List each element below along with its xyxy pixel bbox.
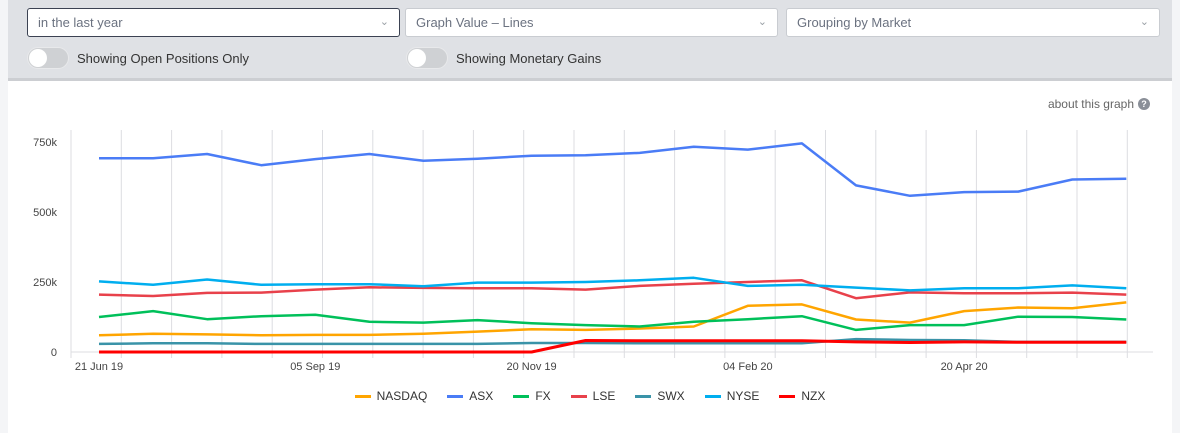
about-graph-link[interactable]: about this graph? [1048, 97, 1150, 111]
legend-item-nasdaq[interactable]: NASDAQ [354, 389, 428, 403]
graph-value-select[interactable]: Graph Value – Lines ⌄ [405, 8, 778, 37]
x-tick-label: 20 Apr 20 [941, 361, 988, 373]
chevron-down-icon: ⌄ [1139, 16, 1149, 28]
y-tick-label: 750k [33, 137, 57, 149]
graph-value-value: Graph Value – Lines [416, 15, 534, 30]
monetary-gains-toggle[interactable]: Showing Monetary Gains [406, 47, 601, 69]
legend-item-asx[interactable]: ASX [447, 389, 493, 403]
x-tick-label: 21 Jun 19 [75, 361, 123, 373]
chart-legend: NASDAQ ASX FX LSE SWX NYSE NZX [0, 389, 1180, 403]
y-tick-label: 250k [33, 277, 57, 289]
period-select[interactable]: in the last year ⌄ [27, 8, 400, 37]
chart-card [8, 81, 1172, 433]
open-positions-toggle[interactable]: Showing Open Positions Only [27, 47, 249, 69]
x-tick-label: 05 Sep 19 [290, 361, 340, 373]
x-tick-label: 04 Feb 20 [723, 361, 773, 373]
grouping-value: Grouping by Market [797, 15, 912, 30]
about-graph-label: about this graph [1047, 97, 1134, 111]
x-tick-label: 20 Nov 19 [506, 361, 556, 373]
legend-item-lse[interactable]: LSE [570, 389, 616, 403]
legend-item-swx[interactable]: SWX [635, 389, 685, 403]
legend-label: NASDAQ [376, 389, 428, 403]
legend-swatch [354, 394, 371, 398]
legend-label: LSE [592, 389, 616, 403]
y-tick-label: 0 [51, 347, 57, 359]
legend-label: NYSE [726, 389, 760, 403]
series-line-nyse [98, 276, 1127, 292]
toggle-label: Showing Open Positions Only [77, 50, 249, 66]
legend-swatch [570, 394, 587, 398]
legend-item-nyse[interactable]: NYSE [704, 389, 760, 403]
legend-swatch [513, 394, 530, 398]
legend-swatch [635, 394, 652, 398]
legend-swatch [447, 394, 464, 398]
legend-label: SWX [657, 389, 685, 403]
toggle-knob [29, 49, 47, 67]
chevron-down-icon: ⌄ [757, 16, 767, 28]
legend-swatch [704, 394, 721, 398]
series-line-nasdaq [98, 301, 1127, 337]
legend-label: FX [535, 389, 551, 403]
legend-label: NZX [801, 389, 826, 403]
series-line-asx [99, 142, 1127, 198]
series-line-nzx [99, 339, 1127, 354]
toggle-knob [408, 49, 426, 67]
series-line-lse [98, 279, 1127, 300]
legend-item-nzx[interactable]: NZX [779, 389, 825, 403]
period-value: in the last year [38, 15, 123, 30]
grouping-select[interactable]: Grouping by Market ⌄ [786, 8, 1160, 37]
chevron-down-icon: ⌄ [379, 16, 389, 28]
series-line-fx [98, 309, 1127, 332]
legend-item-fx[interactable]: FX [513, 389, 551, 403]
legend-swatch [779, 394, 796, 398]
help-icon: ? [1138, 98, 1150, 110]
series-line-swx [98, 337, 1127, 346]
y-tick-label: 500k [33, 207, 57, 219]
legend-label: ASX [469, 389, 494, 403]
toggle-switch[interactable] [27, 47, 69, 69]
toggle-switch[interactable] [406, 47, 448, 69]
toggle-label: Showing Monetary Gains [456, 50, 602, 66]
